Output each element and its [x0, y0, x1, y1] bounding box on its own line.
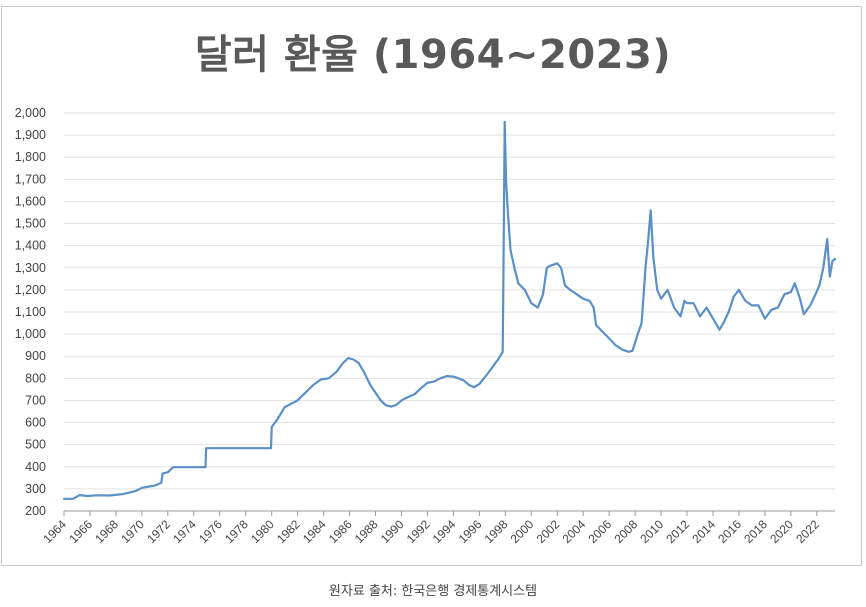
x-tick-label: 1976: [196, 517, 225, 546]
x-tick-label: 1966: [66, 517, 95, 546]
y-tick-label: 1,000: [15, 327, 46, 341]
x-tick-label: 1968: [92, 517, 121, 546]
series-layer: [62, 120, 837, 500]
x-tick-label: 2016: [715, 517, 744, 546]
y-tick-label: 1,600: [15, 194, 46, 208]
chart-title: 달러 환율 (1964~2023): [194, 32, 672, 78]
x-tick-label: 1992: [404, 517, 433, 546]
x-tick-label: 2020: [767, 517, 796, 546]
x-tick-label: 2022: [793, 517, 822, 546]
x-tick-label: 1964: [40, 517, 69, 546]
x-tick-label: 1996: [456, 517, 485, 546]
exchange-rate-line: [62, 120, 837, 500]
y-tick-label: 1,400: [15, 239, 46, 253]
x-tick-label: 1982: [274, 517, 303, 546]
x-tick-label: 2018: [741, 517, 770, 546]
x-tick-label: 2000: [508, 517, 537, 546]
x-tick-label: 2002: [534, 517, 563, 546]
y-tick-label: 1,300: [15, 261, 46, 275]
x-tick-label: 2014: [689, 517, 718, 546]
y-tick-label: 2,000: [15, 106, 46, 120]
grid-lines: [64, 112, 835, 490]
chart-frame: [1, 6, 862, 566]
y-tick-label: 500: [25, 438, 46, 452]
y-tick-label: 900: [25, 349, 46, 363]
x-tick-label: 1984: [300, 517, 329, 546]
y-tick-label: 1,500: [15, 217, 46, 231]
x-tick-label: 2006: [585, 517, 614, 546]
y-tick-label: 1,900: [15, 128, 46, 142]
y-tick-label: 1,100: [15, 305, 46, 319]
y-axis-ticks: 200 300 400 500 600 700 800 900 1,000 1,100 1,200 1…: [15, 106, 46, 518]
x-axis-ticks: 1964196619681970197219741976197819801982…: [40, 517, 822, 546]
y-tick-label: 700: [25, 393, 46, 407]
source-caption: 원자료 출처: 한국은행 경제통계시스템: [328, 584, 538, 599]
y-tick-label: 1,700: [15, 172, 46, 186]
y-tick-label: 800: [25, 371, 46, 385]
y-tick-label: 1,800: [15, 150, 46, 164]
x-tick-label: 1998: [482, 517, 511, 546]
x-tick-label: 1986: [326, 517, 355, 546]
y-tick-label: 400: [25, 460, 46, 474]
y-tick-label: 1,200: [15, 283, 46, 297]
y-tick-label: 300: [25, 482, 46, 496]
x-tick-label: 1972: [144, 517, 173, 546]
x-tick-label: 1988: [352, 517, 381, 546]
x-tick-label: 1980: [248, 517, 277, 546]
y-tick-label: 200: [25, 504, 46, 518]
x-tick-label: 1990: [378, 517, 407, 546]
axes: [63, 510, 835, 516]
x-tick-label: 1994: [430, 517, 459, 546]
x-tick-label: 2004: [560, 517, 589, 546]
x-tick-label: 1970: [118, 517, 147, 546]
x-tick-label: 1978: [222, 517, 251, 546]
x-tick-label: 2012: [663, 517, 692, 546]
y-tick-label: 600: [25, 416, 46, 430]
x-tick-label: 2008: [611, 517, 640, 546]
x-tick-label: 2010: [637, 517, 666, 546]
x-tick-label: 1974: [170, 517, 199, 546]
